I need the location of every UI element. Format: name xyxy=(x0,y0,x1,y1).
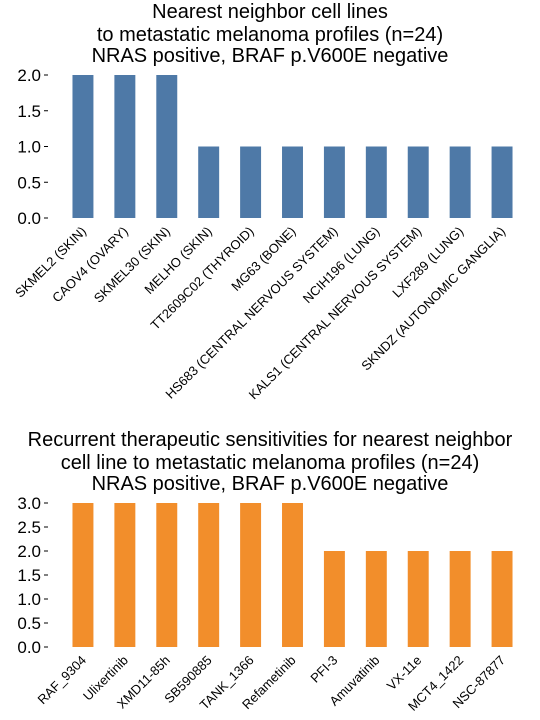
chart-title-line: NRAS positive, BRAF p.V600E negative xyxy=(92,473,449,495)
bar xyxy=(156,75,178,218)
bar xyxy=(365,551,387,647)
bar xyxy=(365,146,387,218)
bar xyxy=(407,551,429,647)
bar xyxy=(282,503,303,647)
y-tick-label: 1.5 xyxy=(17,102,41,121)
bar xyxy=(114,75,136,218)
bar xyxy=(323,551,345,647)
x-tick-label: CAOV4 (OVARY) xyxy=(49,224,131,306)
chart-title-line: cell line to metastatic melanoma profile… xyxy=(61,452,480,474)
y-tick-label: 1.0 xyxy=(17,138,41,157)
bar xyxy=(449,551,471,647)
bar xyxy=(282,146,303,218)
y-tick-label: 0.5 xyxy=(17,614,41,633)
bar xyxy=(240,503,262,647)
x-tick-label: LXF289 (LUNG) xyxy=(389,224,466,301)
bar xyxy=(198,146,220,218)
bar xyxy=(72,503,94,647)
x-tick-label: NCIH196 (LUNG) xyxy=(300,224,383,307)
bar xyxy=(449,146,471,218)
y-tick-label: 0.0 xyxy=(17,638,41,657)
bar xyxy=(407,146,429,218)
x-tick-label: PFI-3 xyxy=(307,653,340,686)
bar xyxy=(114,503,136,647)
y-tick-label: 1.0 xyxy=(17,590,41,609)
x-tick-label: RAF_9304 xyxy=(35,653,90,708)
x-tick-label: SKMEL30 (SKIN) xyxy=(91,224,173,306)
y-tick-label: 3.0 xyxy=(17,494,41,513)
y-tick-label: 0.5 xyxy=(17,173,41,192)
y-tick-label: 2.0 xyxy=(17,542,41,561)
y-tick-label: 1.5 xyxy=(17,566,41,585)
bar xyxy=(156,503,178,647)
x-tick-label: SKMEL2 (SKIN) xyxy=(12,224,89,301)
chart-title-line: to metastatic melanoma profiles (n=24) xyxy=(97,24,443,46)
bar xyxy=(491,146,513,218)
y-tick-label: 2.5 xyxy=(17,518,41,537)
y-tick-label: 0.0 xyxy=(17,209,41,228)
x-tick-label: VX-11e xyxy=(384,653,425,694)
bar xyxy=(491,551,513,647)
chart-title-line: Nearest neighbor cell lines xyxy=(152,1,388,23)
bar xyxy=(323,146,345,218)
bar xyxy=(72,75,94,218)
therapeutic-sensitivities-bar-chart: Recurrent therapeutic sensitivities for … xyxy=(17,429,512,714)
bar xyxy=(198,503,220,647)
bar xyxy=(240,146,262,218)
y-tick-label: 2.0 xyxy=(17,66,41,85)
chart-title-line: Recurrent therapeutic sensitivities for … xyxy=(28,429,513,451)
chart-title-line: NRAS positive, BRAF p.V600E negative xyxy=(92,45,449,67)
